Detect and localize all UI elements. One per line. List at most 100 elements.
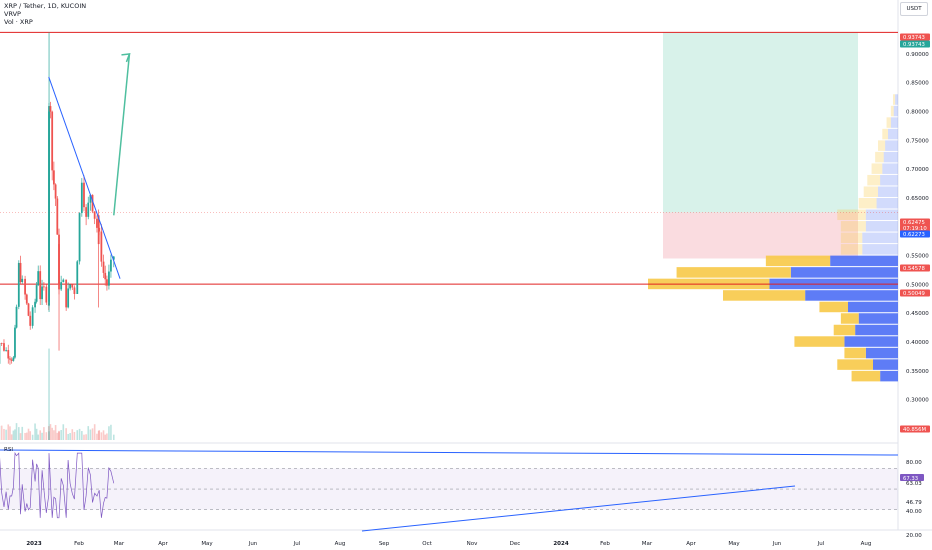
vp-bar-down <box>876 197 898 209</box>
candle-body <box>93 211 96 219</box>
candle-body <box>67 288 70 308</box>
price-marker-label: 0.93743 <box>903 42 925 48</box>
candle-body <box>27 303 30 316</box>
vp-bar-up <box>676 267 791 278</box>
candle-body <box>73 287 76 294</box>
candle-body <box>49 106 52 112</box>
volume-bar <box>69 433 71 440</box>
volume-bar <box>51 427 53 440</box>
candle-body <box>78 213 81 262</box>
vp-bar-up <box>840 221 866 232</box>
time-tick-label: Aug <box>335 541 346 547</box>
price-marker-label: 0.93743 <box>903 35 925 41</box>
vp-bar-down <box>873 359 898 370</box>
candle-body <box>80 182 83 214</box>
candle-body <box>5 350 8 351</box>
candle-body <box>7 350 10 359</box>
vp-bar-up <box>858 197 877 209</box>
candle-body <box>3 343 5 351</box>
volume-bar <box>73 431 76 440</box>
vp-bar-up <box>875 151 884 163</box>
volume-bar <box>83 434 85 440</box>
volume-bar <box>65 428 67 440</box>
indicator-volume-label: Vol · XRP <box>4 18 33 26</box>
vp-bar-up <box>840 244 863 255</box>
rsi-resistance-line <box>0 449 899 456</box>
volume-bar <box>18 427 20 440</box>
descending-trendline <box>48 76 121 279</box>
price-marker-label: 0.62273 <box>903 232 925 238</box>
candle-body <box>34 301 36 308</box>
rsi-tick-label: 46.79 <box>906 500 922 506</box>
candle-body <box>108 271 110 286</box>
candle-body <box>51 111 54 171</box>
candle-body <box>12 357 15 361</box>
volume-bar <box>10 434 13 440</box>
time-tick-label: Nov <box>467 541 478 547</box>
volume-bar <box>102 430 105 440</box>
price-tick-label: 0.55000 <box>906 254 929 260</box>
time-tick-label: Feb <box>74 541 84 547</box>
currency-button[interactable]: USDT <box>900 2 928 16</box>
candle-body <box>60 282 63 290</box>
volume-bar <box>43 427 45 440</box>
vp-bar-down <box>885 140 898 151</box>
candle-body <box>43 286 45 288</box>
candle-body <box>37 271 40 286</box>
volume-bar <box>39 430 41 440</box>
vp-bar-down <box>855 324 898 336</box>
vp-bar-down <box>848 301 898 313</box>
vp-bar-up <box>765 255 831 267</box>
volume-bar <box>49 424 52 440</box>
vp-bar-down <box>888 128 898 140</box>
volume-bar <box>3 428 5 440</box>
price-marker-badge <box>900 40 930 48</box>
candle-body <box>39 271 42 300</box>
volume-bar <box>9 426 11 440</box>
candle-body <box>29 315 32 326</box>
volume-bar <box>93 424 96 440</box>
volume-bar <box>56 432 59 440</box>
vp-bar-down <box>858 313 898 324</box>
volume-bar <box>14 429 16 440</box>
candle-body <box>45 286 48 303</box>
volume-bar <box>58 430 60 440</box>
vp-bar-up <box>723 290 806 301</box>
candle-body <box>56 198 59 235</box>
price-tick-label: 0.75000 <box>906 138 929 144</box>
candle-body <box>104 272 107 280</box>
price-marker-badge <box>900 218 930 226</box>
price-tick-label: 0.90000 <box>906 52 929 58</box>
vp-bar-down <box>890 117 898 128</box>
vp-bar-up <box>882 128 888 140</box>
volume-bar <box>104 434 107 440</box>
time-tick-label: Apr <box>158 541 168 547</box>
vp-bar-down <box>895 94 898 105</box>
vp-bar-down <box>880 174 898 186</box>
candle-body <box>31 307 34 326</box>
volume-bar <box>58 431 60 440</box>
volume-bar <box>25 432 28 440</box>
time-tick-label: Dec <box>510 541 521 547</box>
price-marker-badge <box>900 224 930 232</box>
rsi-line <box>0 451 115 519</box>
candle-body <box>19 262 22 283</box>
vp-bar-up <box>794 336 845 347</box>
volume-bar <box>47 426 50 440</box>
projection-arrow <box>113 53 131 216</box>
vp-bar-up <box>863 186 878 197</box>
price-marker-badge <box>900 264 930 272</box>
vp-bar-down <box>882 163 898 174</box>
time-tick-label: Jun <box>772 541 782 547</box>
price-marker-label: 07:19:10 <box>903 226 927 232</box>
time-tick-label: Sep <box>379 541 390 547</box>
price-tick-label: 0.50000 <box>906 282 929 288</box>
candle-body <box>106 279 108 286</box>
candle-body <box>25 294 28 304</box>
time-tick-label: Aug <box>861 541 872 547</box>
vp-bar-down <box>790 267 898 278</box>
time-tick-label: Jul <box>293 541 301 547</box>
candle-body <box>83 182 85 208</box>
